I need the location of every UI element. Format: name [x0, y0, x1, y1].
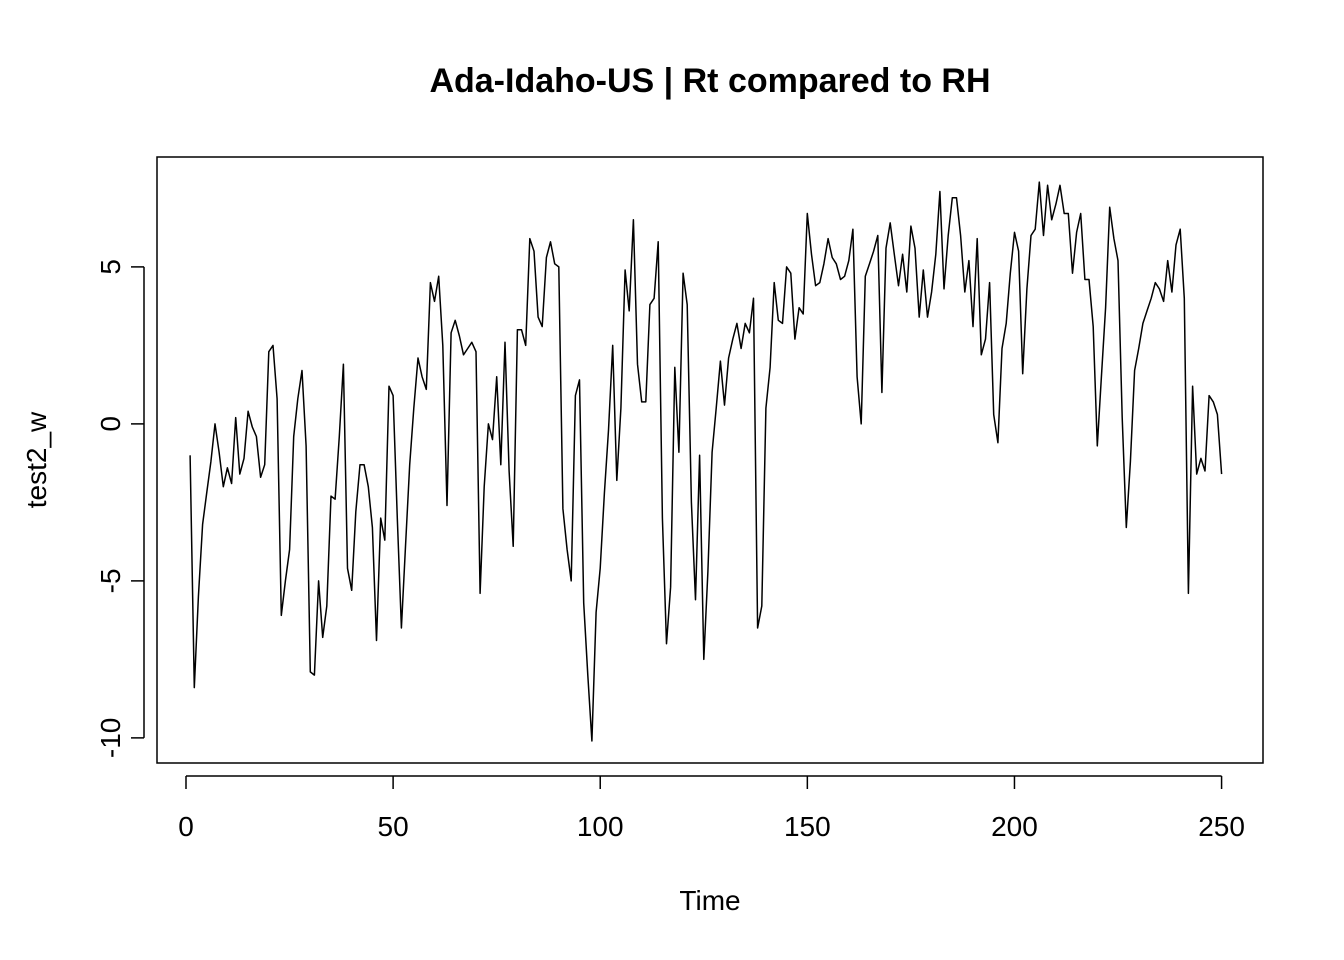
- x-tick-label: 50: [378, 811, 409, 842]
- x-tick-label: 150: [784, 811, 831, 842]
- y-tick-label: 5: [95, 259, 126, 275]
- y-tick-label: 0: [95, 416, 126, 432]
- y-axis-label: test2_w: [21, 411, 52, 508]
- x-tick-label: 250: [1198, 811, 1245, 842]
- series-line: [189, 181, 1223, 742]
- x-axis: 0 50 100 150 200 250: [178, 775, 1245, 842]
- y-tick-label: -10: [95, 718, 126, 758]
- x-tick-label: 100: [577, 811, 624, 842]
- y-tick-label: -5: [95, 568, 126, 593]
- x-axis-label: Time: [679, 885, 740, 916]
- x-tick-label: 0: [178, 811, 194, 842]
- plot-frame: [156, 156, 1264, 764]
- y-axis: -10 -5 0 5: [95, 259, 145, 758]
- chart-title: Ada-Idaho-US | Rt compared to RH: [429, 62, 990, 100]
- x-tick-label: 200: [991, 811, 1038, 842]
